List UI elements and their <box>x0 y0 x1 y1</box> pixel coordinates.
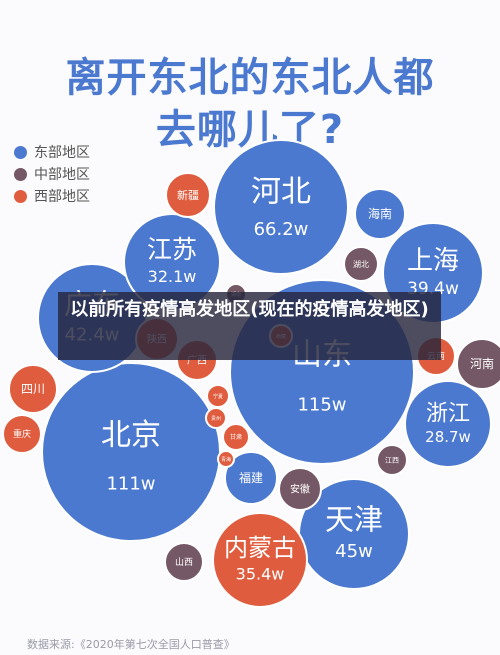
legend: 东部地区 中部地区 西部地区 <box>14 141 90 207</box>
bubble-circle <box>212 512 308 608</box>
bubble-湖北: 湖北 <box>343 246 379 282</box>
legend-item-east: 东部地区 <box>14 141 90 163</box>
bubble-circle <box>456 338 500 390</box>
bubble-circle <box>343 246 379 282</box>
bubble-name: 河南 <box>470 356 494 371</box>
bubble-circle <box>404 380 492 468</box>
bubble-value-label: 45w <box>335 541 373 562</box>
bubble-name: 内蒙古 <box>224 534 296 562</box>
bubble-name: 甘肃 <box>230 433 242 441</box>
bubble-山西: 山西 <box>164 542 204 582</box>
title-line-2: 去哪儿了? <box>155 107 345 153</box>
bubble-value-label: 32.1w <box>148 267 197 286</box>
bubble-circle <box>206 384 230 408</box>
bubble-河南: 河南 <box>456 338 500 390</box>
bubble-circle <box>205 407 227 429</box>
bubble-name: 福建 <box>239 470 263 485</box>
bubble-海南: 海南 <box>354 188 406 240</box>
bubble-内蒙古: 内蒙古 35.4w <box>212 512 308 608</box>
bubble-江西: 江西 <box>376 444 408 476</box>
bubble-name: 江西 <box>385 456 399 464</box>
bubble-name: 新疆 <box>177 188 199 202</box>
bubble-name: 安徽 <box>290 483 310 496</box>
bubble-name: 山西 <box>175 557 193 568</box>
bubble-name: 四川 <box>21 382 45 396</box>
bubble-circle <box>217 450 235 468</box>
bubble-新疆: 新疆 <box>165 172 211 218</box>
bubble-circle <box>376 444 408 476</box>
legend-swatch-west <box>14 189 27 203</box>
bubble-value-label: 35.4w <box>236 565 285 584</box>
bubble-circle <box>222 423 250 451</box>
bubble-name: 天津 <box>325 503 383 537</box>
bubble-四川: 四川 <box>8 364 58 414</box>
bubble-name: 浙江 <box>426 402 470 427</box>
bubble-value-label: 111w <box>106 473 155 494</box>
legend-swatch-east <box>14 145 27 159</box>
legend-swatch-central <box>14 167 27 181</box>
bubble-circle <box>8 364 58 414</box>
bubble-circle <box>224 451 278 505</box>
bubble-name: 河北 <box>251 175 311 210</box>
chart-title: 离开东北的东北人都 去哪儿了? <box>0 52 500 156</box>
bubble-name: 湖北 <box>353 260 369 269</box>
bubble-重庆: 重庆 <box>2 414 42 454</box>
bubble-circle <box>278 467 322 511</box>
bubble-value-label: 28.7w <box>425 428 471 446</box>
bubble-河北: 河北 66.2w <box>213 139 349 275</box>
bubble-贵州: 贵州 <box>205 407 227 429</box>
bubble-circle <box>354 188 406 240</box>
bubble-name: 上海 <box>407 246 459 276</box>
bubble-name: 江苏 <box>147 235 197 264</box>
legend-label-central: 中部地区 <box>34 167 90 183</box>
bubble-name: 重庆 <box>13 428 31 440</box>
bubble-青海: 青海 <box>217 450 235 468</box>
bubble-甘肃: 甘肃 <box>222 423 250 451</box>
bubble-value-label: 66.2w <box>254 219 309 240</box>
bubble-安徽: 安徽 <box>278 467 322 511</box>
caption-text: 以前所有疫情高发地区(现在的疫情高发地区) <box>70 299 429 320</box>
bubble-宁夏: 宁夏 <box>206 384 230 408</box>
bubble-circle <box>164 542 204 582</box>
bubble-circle <box>165 172 211 218</box>
legend-label-east: 东部地区 <box>34 145 90 161</box>
legend-label-west: 西部地区 <box>34 189 90 205</box>
data-source: 数据来源:《2020年第七次全国人口普查》 <box>27 638 235 651</box>
bubble-北京: 北京 111w <box>41 362 221 542</box>
bubble-name: 海南 <box>368 206 392 221</box>
caption-overlay <box>58 292 441 360</box>
bubble-value-label: 115w <box>297 395 346 416</box>
legend-item-central: 中部地区 <box>14 163 90 185</box>
title-line-1: 离开东北的东北人都 <box>65 55 435 101</box>
bubble-name: 青海 <box>221 456 231 463</box>
bubble-circle <box>213 139 349 275</box>
bubble-福建: 福建 <box>224 451 278 505</box>
bubble-circle <box>41 362 221 542</box>
bubble-name: 北京 <box>101 418 161 453</box>
bubble-circle <box>2 414 42 454</box>
bubble-name: 贵州 <box>211 415 221 422</box>
legend-item-west: 西部地区 <box>14 185 90 207</box>
bubble-name: 宁夏 <box>213 393 223 400</box>
